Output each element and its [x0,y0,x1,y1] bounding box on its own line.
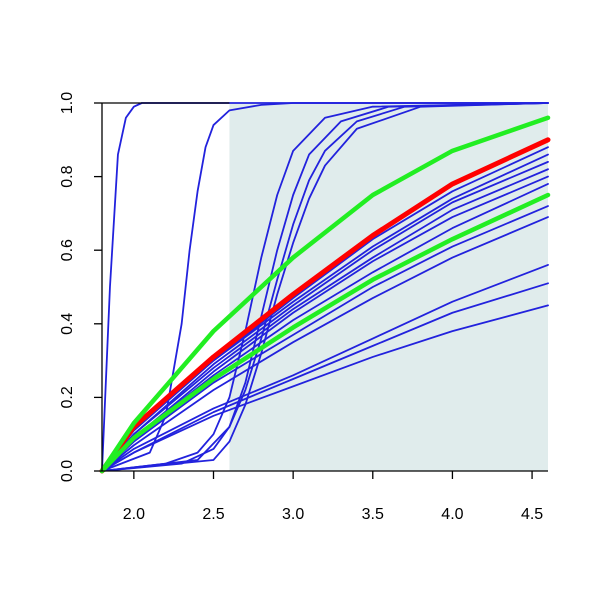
series-layer [99,102,551,474]
y-tick-label: 0.4 [59,313,76,335]
y-tick-label: 1.0 [59,92,76,114]
blue-series-line-17 [101,216,549,472]
x-tick-label: 3.0 [282,506,304,523]
blue-series-line-1 [101,102,549,472]
y-tick-label: 0.8 [59,165,76,187]
ticks-layer: 2.0 2.5 3.0 3.5 4.0 4.5 0.0 0.2 0.4 0.6 0.8 1.0 [59,92,543,523]
x-tick-label: 4.5 [521,506,543,523]
y-tick-label: 0.0 [59,460,76,482]
blue-series-line-5 [101,102,549,472]
x-tick-label: 4.0 [441,506,463,523]
shaded-region [229,103,548,471]
blue-series-line-12 [101,168,549,472]
x-tick-label: 3.5 [362,506,384,523]
green-series-line-8 [99,192,551,474]
y-tick-label: 0.2 [59,386,76,408]
axes-layer [101,102,548,472]
blue-series-line-3 [101,102,549,472]
blue-series-line-16 [101,205,549,472]
x-tick-label: 2.0 [123,506,145,523]
blue-series-line-18 [101,264,549,472]
y-tick-label: 0.6 [59,239,76,261]
x-tick-label: 2.5 [202,506,224,523]
blue-series-line-20 [101,304,549,472]
blue-series-line-4 [101,102,549,472]
green-series-line-7 [99,115,551,474]
